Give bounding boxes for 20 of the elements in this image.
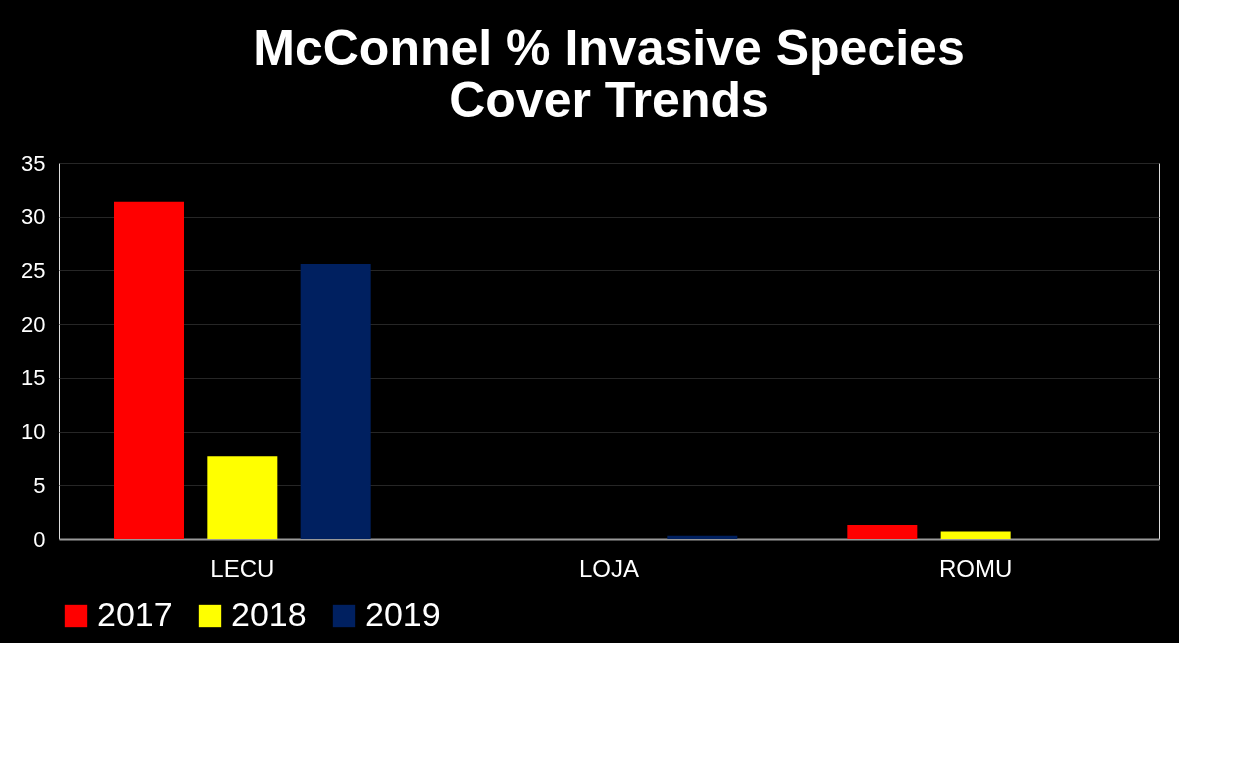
x-tick-label: LOJA — [578, 554, 640, 582]
bar — [114, 201, 184, 539]
y-tick-label: 20 — [21, 311, 46, 337]
y-tick-label: 15 — [21, 365, 46, 391]
legend-label: 2018 — [231, 595, 307, 633]
x-tick-label: LECU — [210, 554, 275, 582]
y-tick-label: 10 — [21, 419, 46, 445]
y-tick-label: 5 — [33, 472, 46, 498]
bar — [940, 531, 1011, 539]
bar — [667, 535, 738, 539]
y-tick-label: 30 — [21, 204, 46, 230]
x-tick-label: ROMU — [939, 554, 1013, 582]
bar — [207, 456, 278, 539]
legend-label: 2017 — [97, 595, 173, 633]
y-tick-label: 35 — [21, 150, 46, 176]
bar — [847, 525, 918, 539]
y-tick-label: 0 — [33, 526, 46, 552]
legend-label: 2019 — [365, 595, 441, 633]
y-tick-label: 25 — [21, 257, 46, 283]
bar — [300, 263, 371, 539]
